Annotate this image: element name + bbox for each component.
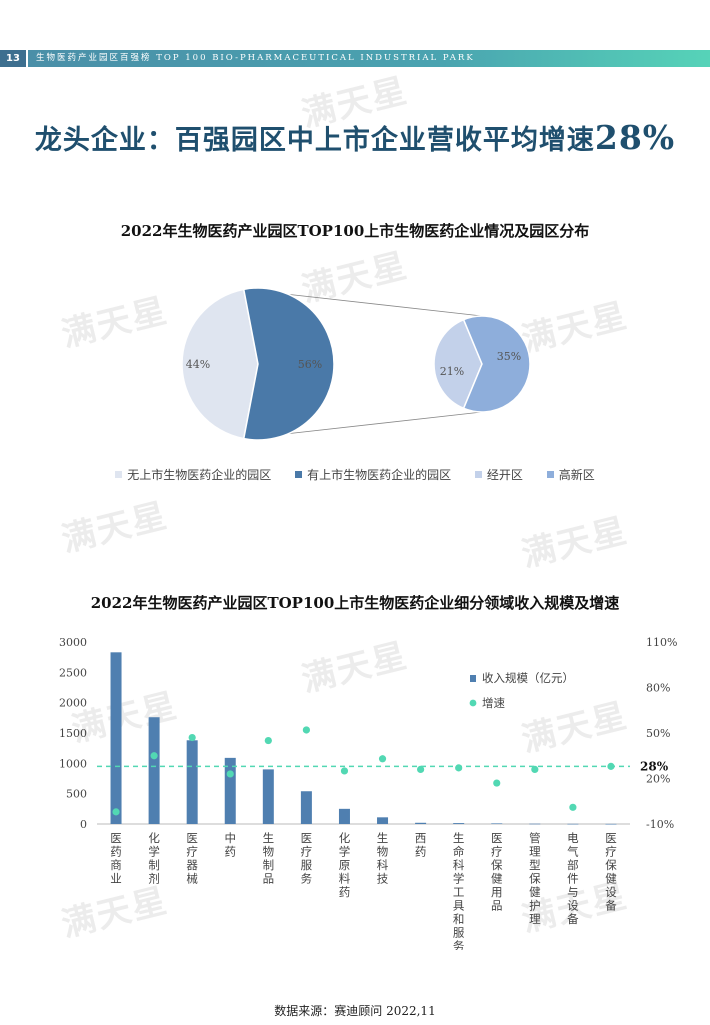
bar: [300, 791, 312, 824]
y-right-tick-label: 110%: [646, 636, 677, 649]
legend-swatch: [470, 675, 476, 682]
legend-item: 无上市生物医药企业的园区: [115, 466, 271, 483]
bar-chart-title: 2022年生物医药产业园区TOP100上市生物医药企业细分领域收入规模及增速: [90, 594, 620, 612]
y-left-tick-label: 1500: [59, 727, 87, 740]
x-tick-label: 西药: [415, 831, 427, 859]
growth-point: [378, 755, 387, 763]
growth-point: [264, 736, 272, 745]
legend-item: 有上市生物医药企业的园区: [295, 466, 451, 483]
sub-pie-data-label: 21%: [440, 365, 464, 378]
pie-chart-title: 2022年生物医药产业园区TOP100上市生物医药企业情况及园区分布: [120, 222, 590, 240]
y-right-tick-label: 20%: [646, 773, 670, 786]
heading-text: 龙头企业：百强园区中上市企业营收平均增速: [34, 125, 595, 156]
legend-label: 有上市生物医药企业的园区: [307, 468, 452, 482]
x-tick-label: 电气部件与设备: [567, 831, 579, 926]
legend-label: 收入规模（亿元）: [482, 671, 574, 685]
x-tick-label: 医药商业: [110, 831, 122, 886]
legend-swatch: [474, 471, 482, 478]
growth-point: [417, 765, 425, 773]
legend-label: 增速: [482, 696, 505, 710]
sub-pie-data-label: 35%: [497, 350, 521, 363]
x-tick-label: 化学原料药: [339, 831, 351, 899]
growth-point: [455, 764, 463, 772]
bar: [148, 717, 160, 824]
legend-label: 无上市生物医药企业的园区: [127, 468, 272, 482]
header-bar: 13 生物医药产业园区百强榜 TOP 100 BIO-PHARMACEUTICA…: [0, 50, 710, 67]
page-number: 13: [0, 50, 26, 67]
growth-point: [531, 765, 539, 773]
header-band-text: 生物医药产业园区百强榜 TOP 100 BIO-PHARMACEUTICAL I…: [36, 53, 475, 63]
y-left-tick-label: 2500: [59, 666, 87, 679]
bar: [377, 817, 389, 824]
bar: [262, 769, 274, 824]
growth-point: [112, 808, 120, 816]
pie-data-label: 56%: [298, 358, 322, 371]
bar: [567, 823, 579, 825]
data-source: 数据来源：赛迪顾问 2022,11: [274, 1004, 436, 1018]
page-heading: 龙头企业：百强园区中上市企业营收平均增速28%: [0, 118, 710, 157]
bar: [491, 823, 503, 824]
pie-of-pie-chart: 44% 56% 21% 35%: [181, 287, 531, 441]
bar: [529, 823, 541, 825]
header-band: 生物医药产业园区百强榜 TOP 100 BIO-PHARMACEUTICAL I…: [28, 50, 710, 67]
growth-point: [493, 779, 501, 787]
y-right-tick-label: 80%: [646, 682, 670, 695]
y-left-tick-label: 3000: [59, 636, 87, 649]
y-left-tick-label: 500: [66, 788, 87, 801]
y-right-tick-label: 50%: [646, 727, 670, 740]
x-tick-label: 中药: [225, 831, 237, 859]
pie-legend: 无上市生物医药企业的园区 有上市生物医药企业的园区 经开区 高新区: [0, 466, 710, 483]
y-left-tick-label: 1000: [59, 757, 87, 770]
growth-point: [302, 726, 310, 734]
bar-scatter-chart: 0 500 1000 1500 2000 2500 3000 -10% 20% 50% 80% 110…: [59, 636, 677, 950]
bar: [338, 808, 350, 824]
legend-item: 经开区: [474, 466, 523, 483]
y-left-tick-label: 0: [80, 818, 87, 831]
legend-item: 高新区: [546, 466, 595, 483]
growth-point: [188, 733, 196, 742]
y-right-tick-label: -10%: [646, 818, 674, 831]
heading-percent: 28%: [594, 118, 676, 157]
watermark: 满天星: [57, 495, 173, 561]
pie-slice: [242, 287, 335, 441]
x-tick-label: 化学制剂: [148, 831, 160, 886]
legend-label: 经开区: [486, 468, 523, 482]
x-tick-label: 医疗保健设备: [605, 831, 617, 913]
growth-point: [150, 752, 158, 760]
pie-data-label: 44%: [186, 358, 210, 371]
sub-pie-slice: [462, 315, 531, 413]
bar: [415, 822, 427, 824]
legend-label: 高新区: [558, 468, 595, 482]
bar: [453, 823, 465, 824]
y-left-tick-label: 2000: [59, 697, 87, 710]
bar: [224, 757, 236, 824]
reference-line-label: 28%: [640, 759, 669, 773]
x-tick-label: 生物制品: [263, 831, 275, 886]
legend-swatch: [546, 471, 554, 478]
x-tick-label: 医疗服务: [301, 831, 313, 886]
x-tick-label: 医疗器械: [186, 831, 198, 886]
legend-swatch: [469, 699, 477, 707]
pie-slice: [181, 288, 259, 440]
growth-point: [340, 767, 349, 775]
growth-point: [569, 803, 577, 811]
legend-swatch: [295, 471, 303, 478]
bar: [186, 740, 198, 824]
x-tick-label: 生物科技: [377, 831, 389, 886]
growth-point: [226, 770, 234, 778]
bar: [605, 823, 617, 825]
x-tick-label: 医疗保健用品: [491, 831, 503, 913]
sub-pie-slice: [433, 318, 483, 410]
legend-swatch: [115, 471, 123, 478]
x-tick-label: 生命科学工具和服务: [453, 831, 465, 950]
bar: [110, 652, 122, 824]
watermark: 满天星: [517, 510, 633, 576]
x-tick-label: 管理型保健护理: [529, 831, 541, 926]
